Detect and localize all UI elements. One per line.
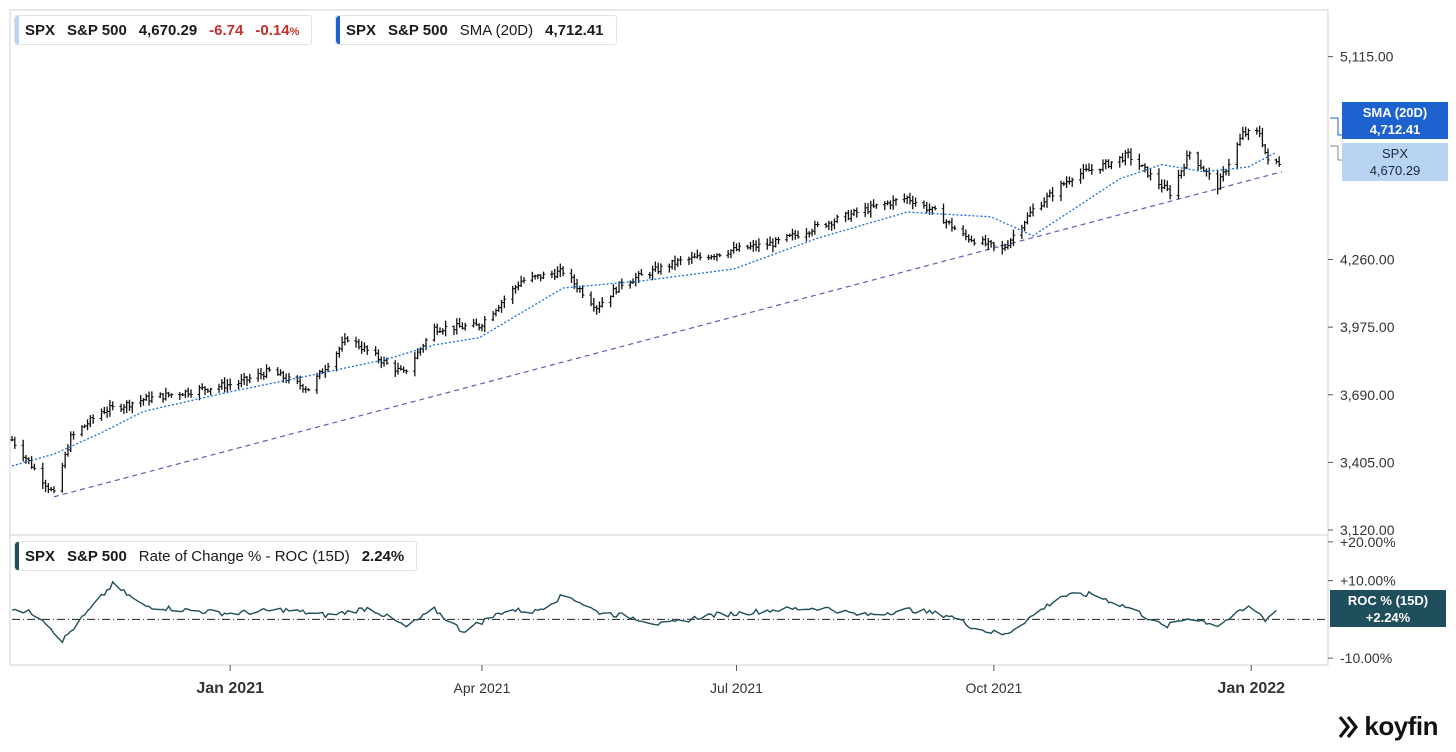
roc-tag-label: ROC % (15D) xyxy=(1347,593,1429,608)
x-tick-label: Jul 2021 xyxy=(710,680,763,696)
legend-roc[interactable]: SPX S&P 500 Rate of Change % - ROC (15D)… xyxy=(14,541,418,571)
legend-main-swatch xyxy=(15,16,19,44)
tag-connector xyxy=(1330,117,1342,136)
trendline xyxy=(53,171,1283,498)
x-tick-label: Oct 2021 xyxy=(965,680,1022,696)
sma-tag-value: 4,712.41 xyxy=(1369,122,1421,137)
price-y-tick-label: 4,260.00 xyxy=(1340,252,1395,268)
x-tick-label: Jan 2021 xyxy=(196,680,264,697)
roc-value-tag: ROC % (15D) +2.24% xyxy=(1330,590,1446,627)
price-y-tick-label: 3,690.00 xyxy=(1340,387,1395,403)
roc-y-tick-label: +20.00% xyxy=(1340,534,1396,550)
roc-tag-value: +2.24% xyxy=(1365,610,1411,625)
roc-line xyxy=(11,580,1277,644)
legend-sma-value: 4,712.41 xyxy=(545,21,604,39)
legend-main-change-pct-unit: % xyxy=(289,25,300,38)
legend-sma-indicator: SMA (20D) xyxy=(459,21,534,39)
legend-main-price: 4,670.29 xyxy=(138,21,198,39)
spx-tag-label: SPX xyxy=(1381,146,1408,161)
legend-sma-swatch xyxy=(336,16,340,44)
roc-y-axis: +20.00% +10.00% -10.00% xyxy=(1328,534,1396,666)
legend-roc-ticker: SPX xyxy=(25,547,56,565)
legend-main[interactable]: SPX S&P 500 4,670.29 -6.74 -0.14% xyxy=(14,15,313,45)
roc-y-tick-label: -10.00% xyxy=(1340,650,1392,666)
legend-roc-swatch xyxy=(15,542,19,570)
spx-tag-value: 4,670.29 xyxy=(1369,163,1421,178)
legend-main-ticker: SPX xyxy=(25,21,56,39)
legend-sma-ticker: SPX xyxy=(346,21,377,39)
price-y-axis: 5,115.00 4,260.00 3,975.00 3,690.00 3,405.00… xyxy=(1328,49,1395,538)
support-trendline xyxy=(53,171,1283,498)
koyfin-logo-text: koyfin xyxy=(1364,711,1438,741)
price-y-tick-label: 3,975.00 xyxy=(1340,319,1395,335)
sma-20d-line xyxy=(11,151,1277,467)
roc-15d-line xyxy=(11,580,1277,644)
sma-line xyxy=(11,151,1277,467)
legend-main-change-pct: -0.14% xyxy=(255,22,299,39)
koyfin-logo: koyfin xyxy=(1336,711,1438,742)
roc-y-tick-label: +10.00% xyxy=(1340,573,1396,589)
legend-main-name: S&P 500 xyxy=(67,21,127,39)
roc-panel-frame xyxy=(9,534,1329,666)
x-tick-label: Apr 2021 xyxy=(454,680,511,696)
price-y-tick-label: 3,120.00 xyxy=(1340,522,1395,538)
legend-roc-indicator: Rate of Change % - ROC (15D) xyxy=(138,547,350,565)
sma-price-tag: SMA (20D) 4,712.41 xyxy=(1342,102,1448,139)
legend-sma[interactable]: SPX S&P 500 SMA (20D) 4,712.41 xyxy=(335,15,617,45)
legend-roc-value: 2.24% xyxy=(361,547,405,565)
x-tick-label: Jan 2022 xyxy=(1217,680,1285,697)
price-y-tick-label: 3,405.00 xyxy=(1340,454,1395,470)
legend-sma-name: S&P 500 xyxy=(388,21,448,39)
x-axis: Jan 2021 Apr 2021 Jul 2021 Oct 2021 Jan 2022 xyxy=(196,665,1285,697)
price-bars xyxy=(10,125,1282,494)
koyfin-logo-icon xyxy=(1339,715,1359,738)
tag-connector-spx xyxy=(1330,145,1342,161)
price-y-tick-label: 5,115.00 xyxy=(1340,49,1394,65)
legend-roc-name: S&P 500 xyxy=(67,547,127,565)
sma-tag-label: SMA (20D) xyxy=(1362,105,1428,120)
legend-main-change: -6.74 xyxy=(209,21,244,39)
legend-main-change-pct-value: -0.14 xyxy=(255,21,290,39)
spx-price-tag: SPX 4,670.29 xyxy=(1342,143,1448,181)
